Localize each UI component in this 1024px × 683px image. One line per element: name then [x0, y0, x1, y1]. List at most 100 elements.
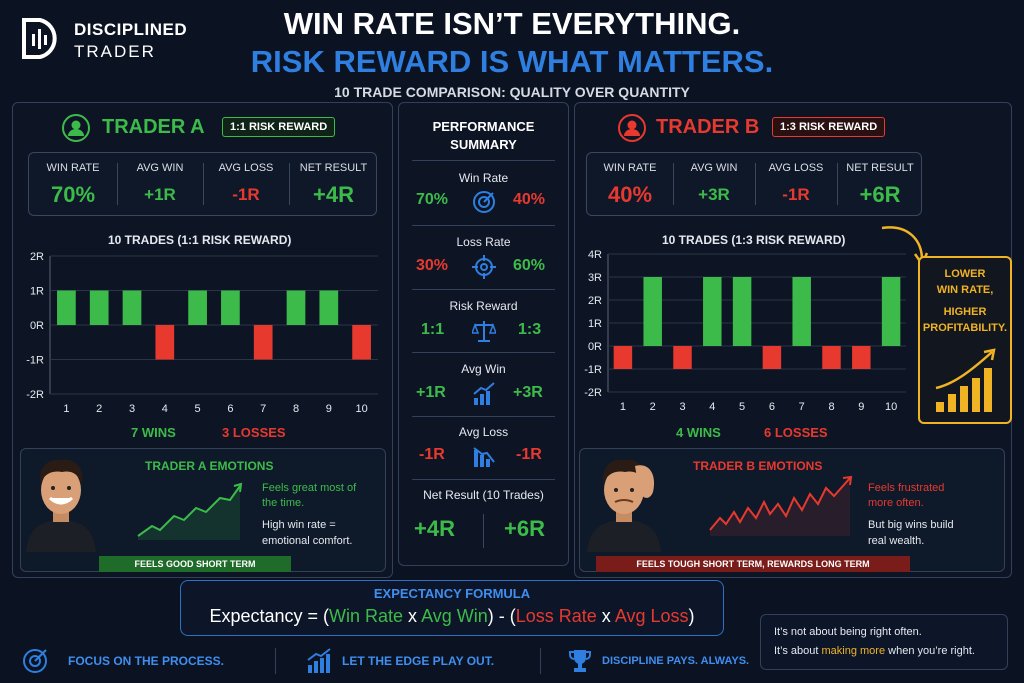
x-tick-label: 9 — [326, 403, 332, 415]
page-title: WIN RATE ISN’T EVERYTHING. RISK REWARD I… — [200, 6, 824, 100]
trader-a-uptrend-icon — [137, 482, 243, 540]
growth-chart-icon — [473, 382, 495, 405]
crosshair-icon — [472, 255, 496, 279]
trader-b-emotion-text1: Feels frustrated more often. — [868, 482, 945, 509]
footer-item3-text: DISCIPLINE PAYS. ALWAYS. — [602, 655, 750, 667]
footer-item1-text: FOCUS ON THE PROCESS. — [68, 654, 225, 668]
trader-a-emotion-text1: Feels great most of the time. — [262, 482, 357, 509]
summary-row-b: 60% — [513, 257, 546, 274]
stat-avg-loss: AVG LOSS -1R — [768, 162, 824, 204]
stat-avg-win: AVG WIN +3R — [690, 162, 738, 204]
trader-a-chart-title: 10 TRADES (1:1 RISK REWARD) — [108, 233, 292, 247]
callout-line2: WIN RATE, — [936, 284, 994, 296]
y-tick-label: -2R — [584, 387, 602, 399]
quote-box — [760, 614, 1008, 670]
summary-net-divider — [483, 514, 484, 548]
formula-avg-loss: Avg Loss — [614, 606, 689, 626]
callout-line3: HIGHER — [943, 306, 987, 318]
y-tick-label: 4R — [588, 249, 602, 261]
trophy-icon — [569, 650, 591, 672]
x-tick-label: 8 — [293, 403, 299, 415]
target-icon — [473, 191, 495, 213]
bar — [352, 325, 371, 360]
stat-win-rate: WIN RATE 70% — [46, 162, 100, 207]
summary-net-label: Net Result (10 Trades) — [423, 488, 544, 502]
target-icon — [23, 649, 47, 673]
callout-text: LOWER WIN RATE, HIGHER PROFITABILITY. — [918, 266, 1012, 336]
summary-title-line2: SUMMARY — [450, 137, 517, 152]
bar — [188, 290, 207, 325]
bar — [221, 290, 240, 325]
x-tick-label: 6 — [227, 403, 233, 415]
formula-x2: x — [596, 606, 615, 626]
summary-title: PERFORMANCE SUMMARY — [398, 118, 569, 154]
formula-text: Expectancy = (Win Rate x Avg Win) - (Los… — [180, 606, 724, 627]
summary-row-label: Loss Rate — [456, 235, 511, 249]
y-tick-label: -1R — [584, 364, 602, 376]
quote-line1: It’s not about being right often. — [774, 626, 922, 638]
trader-a-emotion-text2: High win rate = emotional comfort. — [262, 519, 353, 547]
formula-loss-rate: Loss Rate — [515, 606, 597, 626]
trader-b-name: TRADER B — [656, 116, 760, 138]
quote-text: It’s not about being right often. It’s a… — [774, 623, 975, 661]
x-tick-label: 8 — [828, 401, 834, 413]
stat-avg-win: AVG WIN +1R — [136, 162, 184, 204]
summary-row-label: Avg Win — [461, 362, 506, 376]
y-tick-label: -1R — [26, 355, 44, 367]
bar — [792, 277, 811, 346]
trader-b-tag: 1:3 RISK REWARD — [772, 117, 886, 137]
bar — [122, 290, 142, 325]
trader-b-wins: 4 WINS — [676, 425, 721, 440]
callout-line4: PROFITABILITY. — [922, 322, 1008, 334]
trader-a-losses: 3 LOSSES — [222, 425, 286, 440]
bar — [286, 290, 306, 325]
stat-net-result: NET RESULT +4R — [299, 162, 368, 207]
x-tick-label: 10 — [355, 403, 367, 415]
summary-row-label: Risk Reward — [449, 299, 518, 313]
x-tick-label: 2 — [96, 403, 102, 415]
formula-mid: ) - ( — [487, 606, 516, 626]
footer-item2-text: LET THE EDGE PLAY OUT. — [342, 654, 495, 668]
bar — [253, 325, 273, 360]
bar — [613, 346, 633, 369]
formula-suffix: ) — [688, 606, 695, 626]
x-tick-label: 4 — [709, 401, 715, 413]
y-tick-label: 0R — [30, 320, 44, 332]
formula-title: EXPECTANCY FORMULA — [373, 586, 531, 601]
scale-icon — [472, 321, 496, 342]
trader-a-name: TRADER A — [102, 116, 205, 138]
footer-divider — [275, 648, 276, 674]
decline-chart-icon — [473, 447, 495, 467]
bar — [57, 290, 76, 325]
bar — [89, 290, 109, 325]
stat-avg-loss: AVG LOSS -1R — [218, 162, 274, 204]
bar — [673, 346, 692, 369]
footer-item-process: FOCUS ON THE PROCESS. — [22, 648, 224, 674]
x-tick-label: 5 — [195, 403, 201, 415]
trader-b-stats: WIN RATE 40% AVG WIN +3R AVG LOSS -1R NET R… — [586, 152, 922, 216]
brand-line2: TRADER — [74, 42, 156, 61]
trader-b-person-icon — [583, 452, 665, 552]
trader-b-emotion-banner: FEELS TOUGH SHORT TERM, REWARDS LONG TER… — [596, 556, 910, 572]
summary-row-label: Avg Loss — [458, 425, 509, 439]
growth-bars-icon — [935, 348, 996, 412]
trader-a-stats: WIN RATE 70% AVG WIN +1R AVG LOSS -1R NET R… — [28, 152, 377, 216]
trader-a-bar-chart: 2R 1R 0R -1R -2R 1 2 3 4 5 6 7 8 9 10 — [26, 251, 378, 415]
callout-line1: LOWER — [944, 268, 986, 280]
trader-a-emotion-banner: FEELS GOOD SHORT TERM — [99, 556, 291, 572]
summary-row-label: Win Rate — [458, 171, 509, 185]
bar — [643, 277, 662, 346]
y-tick-label: 1R — [30, 286, 44, 298]
formula-win-rate: Win Rate — [329, 606, 404, 626]
footer-item-edge: LET THE EDGE PLAY OUT. — [306, 648, 494, 674]
brand-logo — [18, 16, 63, 61]
brand-name: DISCIPLINED TRADER — [74, 20, 187, 62]
bar — [155, 325, 175, 360]
bar — [822, 346, 841, 369]
trader-a-emotions-title: TRADER A EMOTIONS — [145, 459, 274, 473]
summary-net-a: +4R — [414, 516, 455, 541]
x-tick-label: 7 — [260, 403, 266, 415]
bar — [732, 277, 752, 346]
x-tick-label: 4 — [162, 403, 168, 415]
y-tick-label: 3R — [588, 272, 602, 284]
